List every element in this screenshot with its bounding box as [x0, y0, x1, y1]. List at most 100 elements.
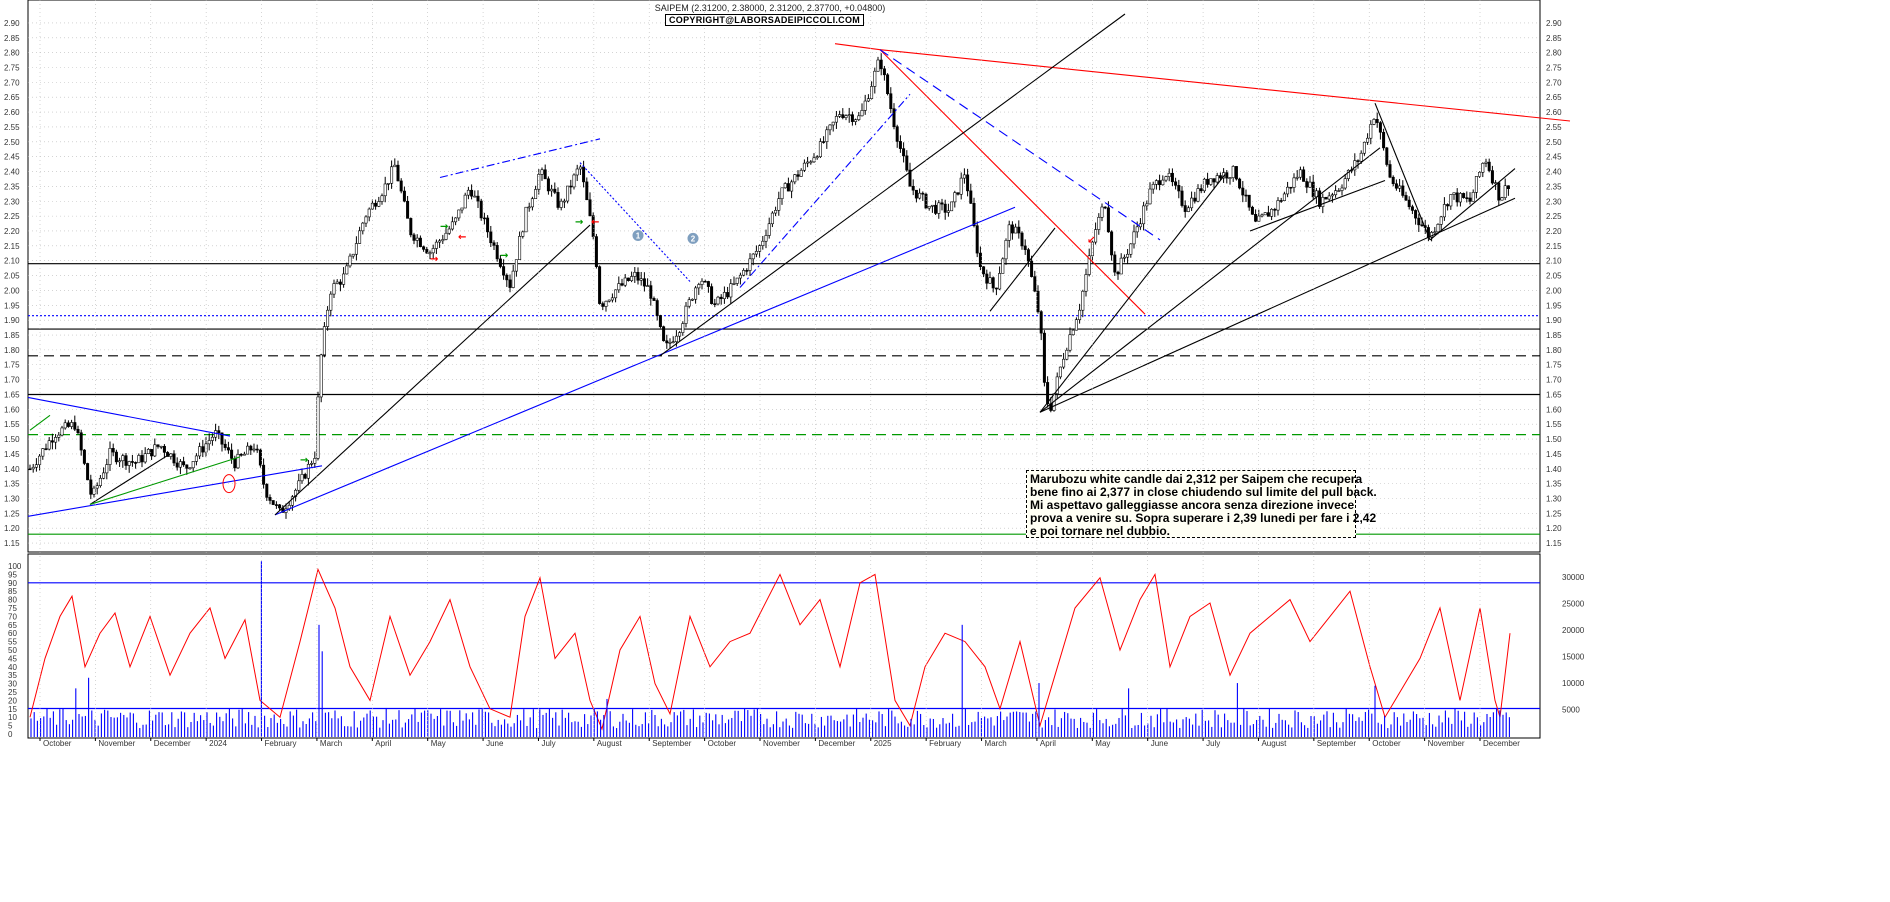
candle-body — [252, 448, 256, 451]
oscillator-line — [29, 567, 1511, 731]
candle-body — [652, 298, 656, 301]
candle-body — [1055, 376, 1059, 394]
candle-body — [1087, 255, 1091, 275]
trendline — [27, 396, 231, 437]
candle-body — [345, 265, 349, 275]
candle-body — [1167, 172, 1171, 177]
candle-body — [1276, 200, 1280, 211]
candle-body — [1442, 204, 1446, 218]
candle-body — [1023, 245, 1027, 250]
candle-body — [1462, 193, 1466, 198]
candle-body — [671, 341, 675, 343]
y-tick-label: 2.85 — [4, 34, 20, 43]
x-tick-label: February — [929, 739, 961, 748]
candle-body — [982, 266, 986, 275]
candle-body — [438, 240, 442, 243]
y-tick-label: 1.15 — [4, 539, 20, 548]
candle-body — [633, 271, 637, 277]
y-tick-label: 1.85 — [4, 331, 20, 340]
candle-body — [748, 258, 752, 271]
candle-body — [1068, 334, 1072, 351]
candle-body — [719, 296, 723, 300]
note-line: Marubozu white candle dai 2,312 per Saip… — [1030, 472, 1363, 486]
candle-body — [1346, 169, 1350, 179]
candle-body — [1353, 160, 1357, 171]
osc-tick-label: 95 — [8, 570, 17, 579]
candle-body — [780, 187, 784, 200]
x-tick-label: November — [763, 739, 800, 748]
candle-body — [319, 354, 323, 398]
y-tick-label: 2.65 — [4, 93, 20, 102]
candle-body — [1151, 183, 1155, 190]
candle-body — [489, 231, 493, 244]
marker-circle — [632, 229, 644, 241]
x-tick-label: May — [1095, 739, 1110, 748]
y-tick-label-right: 2.00 — [1546, 286, 1562, 295]
candle-body — [1193, 197, 1197, 202]
note-line: prova a venire su. Sopra superare i 2,39… — [1030, 511, 1377, 525]
candle-body — [572, 174, 576, 188]
candle-body — [1260, 214, 1264, 217]
candle-body — [1158, 180, 1162, 186]
candle-body — [1212, 178, 1216, 183]
osc-tick-label: 85 — [8, 587, 17, 596]
candle-body — [1036, 290, 1040, 312]
marker-label: 1 — [636, 231, 641, 240]
osc-tick-label: 70 — [8, 612, 17, 621]
candle-body — [857, 115, 861, 121]
candle-body — [278, 504, 282, 509]
candle-body — [623, 277, 627, 286]
y-tick-label-right: 1.30 — [1546, 494, 1562, 503]
candle-body — [498, 258, 502, 267]
candle-body — [751, 253, 755, 260]
candle-body — [1097, 216, 1101, 230]
candle-body — [60, 427, 64, 436]
candle-body — [828, 124, 832, 131]
candle-body — [1042, 332, 1046, 383]
candle-body — [335, 281, 339, 284]
y-tick-label: 2.35 — [4, 182, 20, 191]
candle-body — [114, 451, 118, 463]
candle-body — [322, 326, 326, 356]
candle-body — [895, 126, 899, 142]
candle-body — [1503, 185, 1507, 198]
candle-body — [137, 455, 141, 464]
candle-body — [815, 156, 819, 159]
candle-body — [902, 148, 906, 157]
y-tick-label-right: 1.60 — [1546, 405, 1562, 414]
candle-body — [156, 444, 160, 447]
candle-body — [230, 449, 234, 459]
candle-body — [710, 286, 714, 304]
candle-body — [847, 114, 851, 116]
candle-body — [434, 241, 438, 249]
candle-body — [300, 474, 304, 482]
candle-body — [1244, 194, 1248, 197]
y-tick-label: 2.05 — [4, 272, 20, 281]
candle-body — [969, 190, 973, 204]
y-tick-label-right: 1.80 — [1546, 346, 1562, 355]
candle-body — [457, 209, 461, 219]
candle-body — [770, 212, 774, 225]
candle-body — [972, 203, 976, 227]
price-frame — [27, 0, 1541, 553]
candle-body — [706, 281, 710, 287]
candle-body — [393, 164, 397, 168]
candle-body — [1254, 214, 1258, 222]
candle-body — [127, 461, 131, 466]
candle-body — [1046, 382, 1050, 405]
candle-body — [367, 208, 371, 218]
x-tick-label: July — [1206, 739, 1220, 748]
candle-body — [1298, 169, 1302, 178]
candle-body — [386, 182, 390, 185]
trendline — [879, 49, 1161, 241]
y-tick-label-right: 1.45 — [1546, 450, 1562, 459]
candle-body — [1490, 170, 1494, 184]
y-tick-label-right: 2.40 — [1546, 168, 1562, 177]
y-tick-label-right: 1.90 — [1546, 316, 1562, 325]
trendline — [1249, 179, 1386, 232]
y-tick-label: 1.65 — [4, 390, 20, 399]
candle-body — [1170, 172, 1174, 183]
candle-body — [569, 185, 573, 188]
candle-body — [402, 190, 406, 202]
candle-body — [950, 201, 954, 212]
